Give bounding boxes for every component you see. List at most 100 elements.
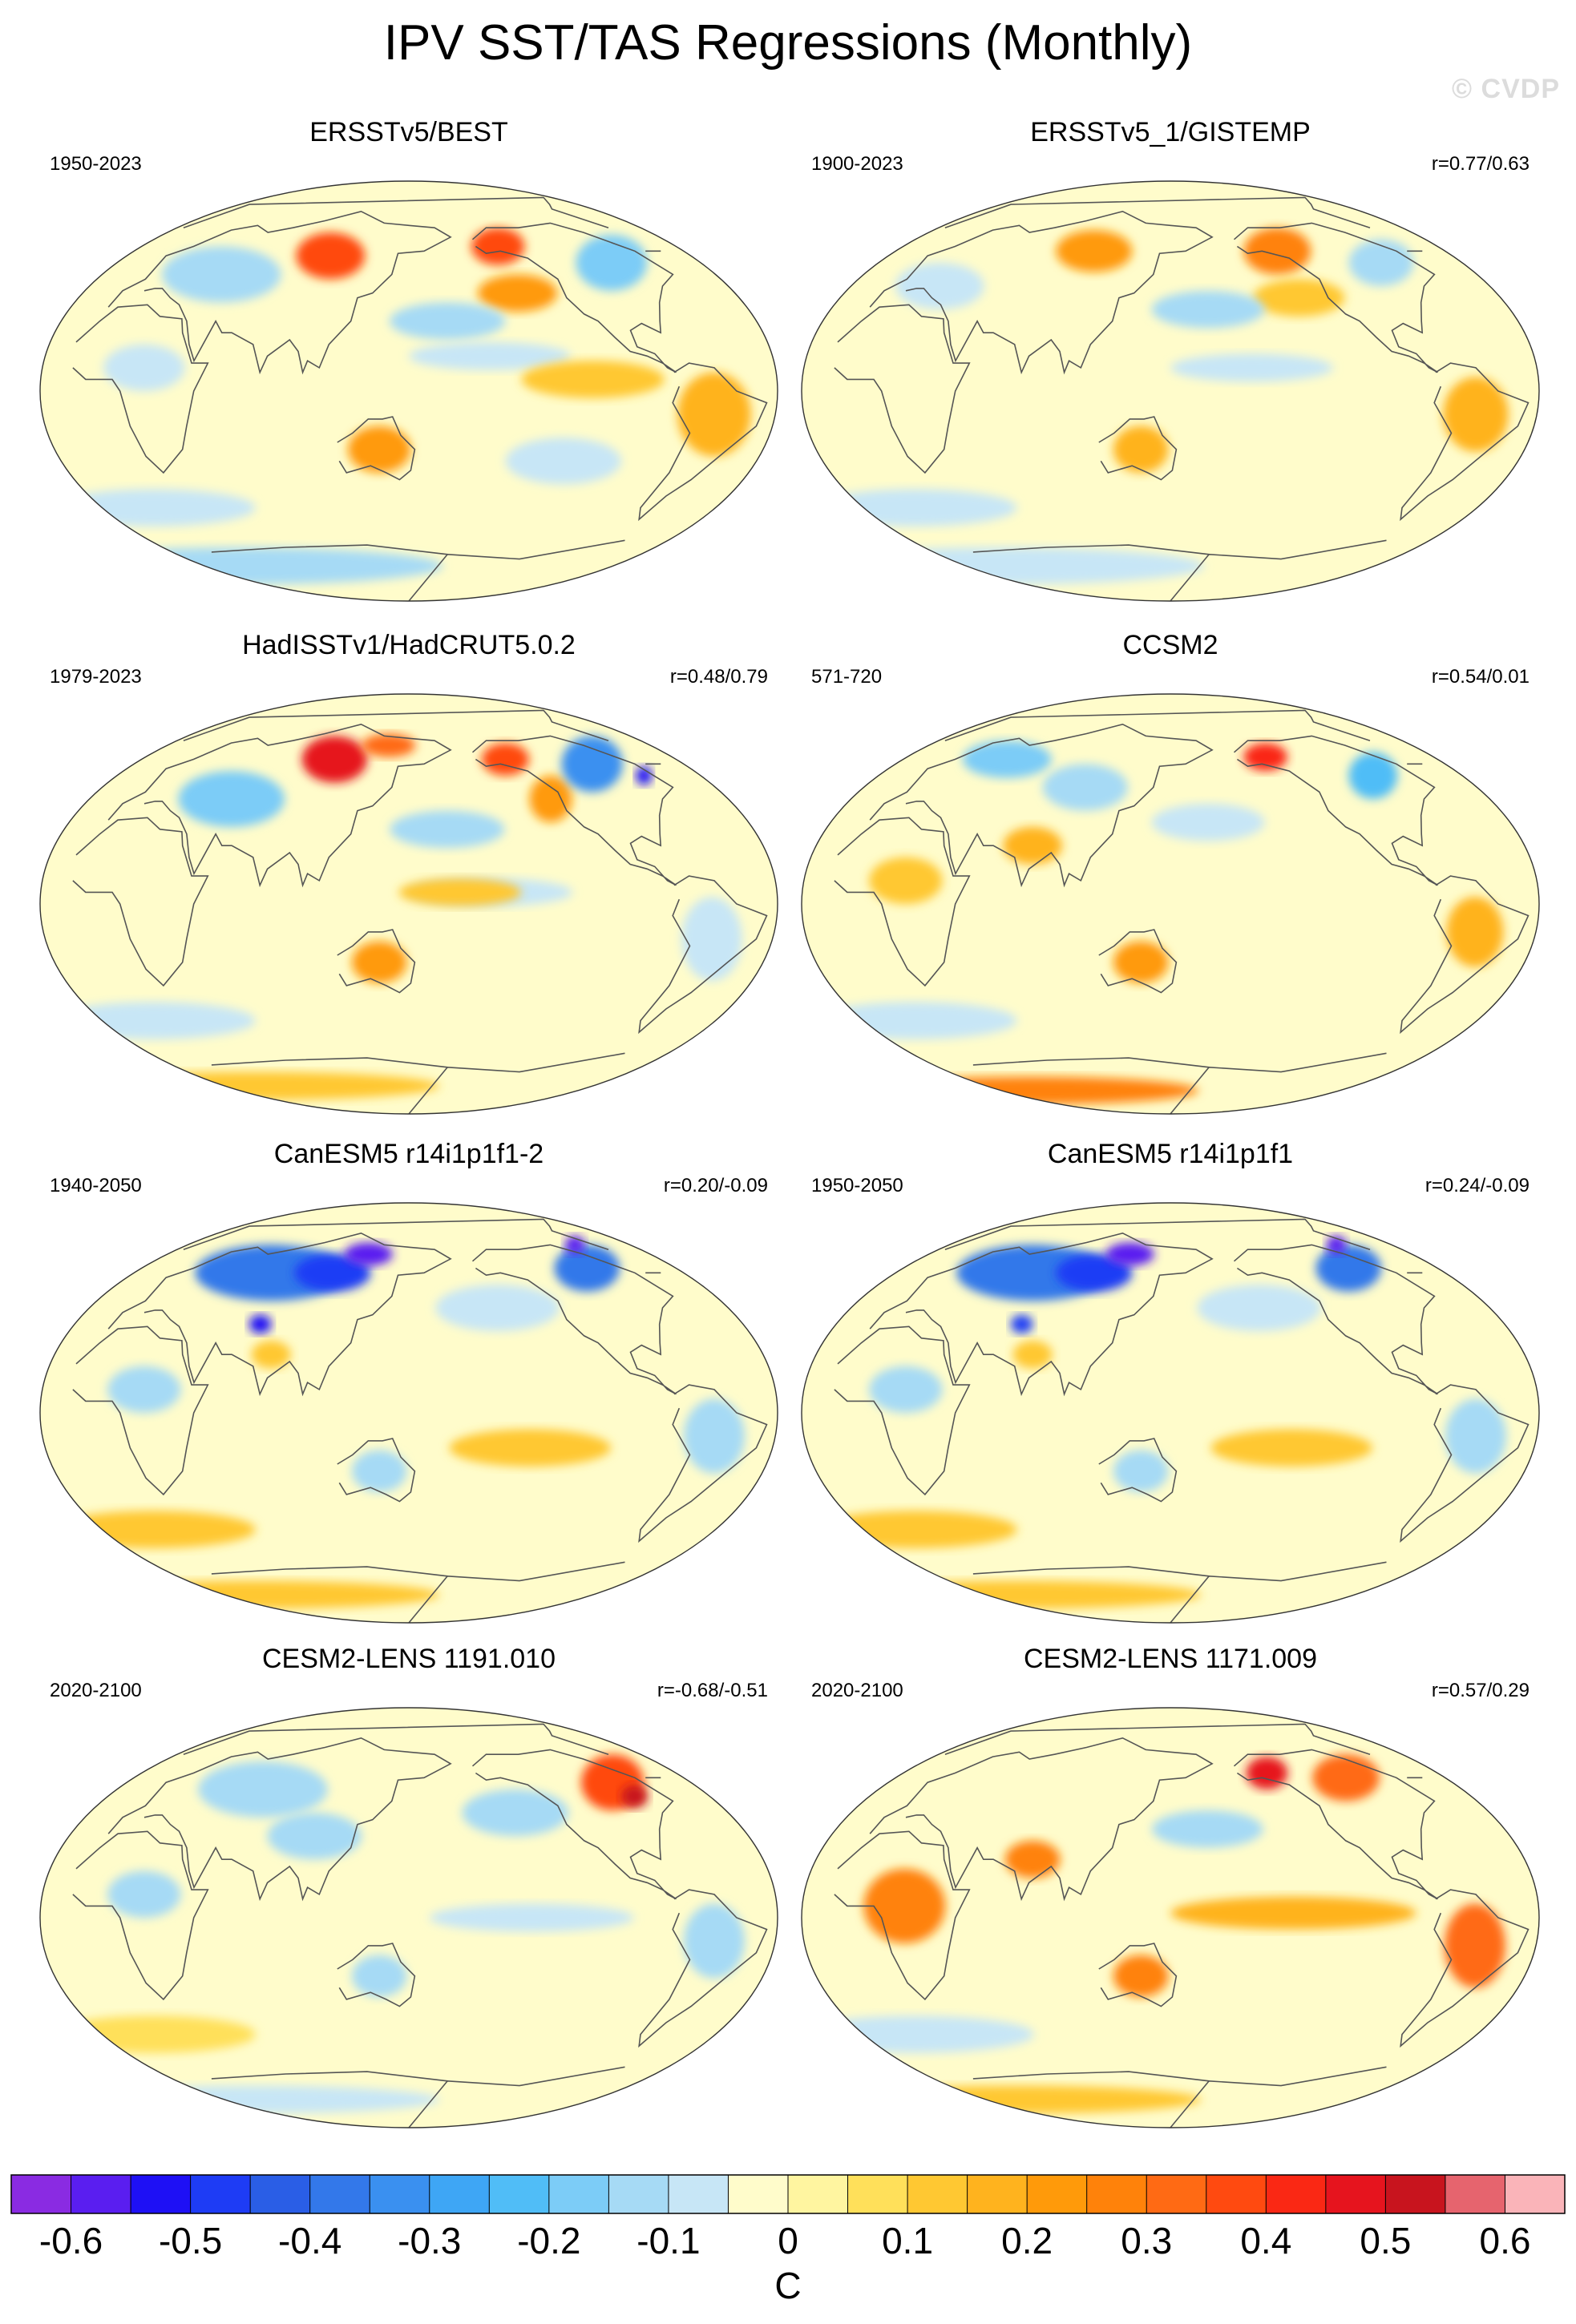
anomaly-blob — [477, 274, 558, 313]
anomaly-field — [802, 1723, 1530, 2128]
map-panel: CCSM2 571-720 r=0.54/0.01 — [794, 629, 1547, 1118]
anomaly-blob — [51, 489, 256, 527]
anomaly-blob — [1113, 941, 1169, 983]
anomaly-blob — [296, 232, 366, 280]
anomaly-blob — [1042, 764, 1128, 811]
colorbar-swatch — [71, 2175, 131, 2213]
coastline-africa — [834, 304, 971, 474]
colorbar-swatch — [907, 2175, 968, 2213]
colorbar-swatch — [1146, 2175, 1207, 2213]
coastline-greenland — [183, 1218, 661, 1274]
anomaly-blob — [1113, 426, 1169, 473]
colorbar-tick-label: -0.6 — [39, 2220, 103, 2261]
anomaly-blob — [344, 1242, 393, 1266]
anomaly-blob — [178, 771, 285, 827]
anomaly-blob — [1113, 1450, 1169, 1492]
anomaly-blob — [1312, 1754, 1380, 1802]
map — [39, 693, 778, 1115]
colorbar-swatch — [489, 2175, 550, 2213]
anomaly-blob — [71, 1580, 440, 1609]
coastline-africa — [834, 1325, 971, 1496]
coastline-eurasia — [869, 210, 1214, 375]
coastline-antarctica — [211, 1561, 625, 1623]
coastline-south-america — [1400, 875, 1530, 1035]
map-panel: CESM2-LENS 1191.010 2020-2100 r=-0.68/-0.5… — [32, 1643, 786, 2132]
colorbar-tick-label: 0 — [778, 2220, 798, 2261]
panel-period: 2020-2100 — [811, 1680, 903, 1701]
map-border — [39, 1707, 778, 2128]
coastline-eurasia — [107, 210, 452, 375]
coastline-eurasia — [869, 723, 1214, 888]
colorbar-tick-label: 0.4 — [1240, 2220, 1291, 2261]
colorbar-swatch — [1445, 2175, 1505, 2213]
colorbar-swatch — [1505, 2175, 1566, 2213]
colorbar: -0.6 -0.5 -0.4 -0.3 -0.2 -0.1 0 0.1 0.2 0.3 0.4 0.5… — [10, 2174, 1566, 2306]
coastline-south-america — [638, 1384, 768, 1543]
anomaly-blob — [636, 766, 653, 785]
anomaly-blob — [1243, 228, 1311, 275]
colorbar-swatch — [1266, 2175, 1327, 2213]
panel-correlation: r=0.54/0.01 — [1431, 666, 1530, 688]
anomaly-blob — [620, 1785, 649, 1809]
coastline-africa — [72, 1830, 209, 2001]
map-background — [802, 1203, 1539, 1623]
coastline-africa — [72, 817, 209, 987]
colorbar-swatch — [1325, 2175, 1386, 2213]
anomaly-blob — [249, 1314, 272, 1334]
coastline-eurasia — [869, 1232, 1214, 1397]
anomaly-blob — [40, 547, 443, 585]
map-border — [801, 1707, 1540, 2128]
coastline-antarctica — [211, 1052, 625, 1114]
anomaly-blob — [51, 2015, 256, 2053]
panel-title: CanESM5 r14i1p1f1 — [1047, 1139, 1294, 1169]
map — [39, 1202, 778, 1624]
map-panel: CanESM5 r14i1p1f1 1950-2050 r=0.24/-0.09 — [794, 1138, 1547, 1627]
coastline-australia — [1098, 1438, 1178, 1503]
coastline-africa — [834, 1830, 971, 2001]
anomaly-blob — [962, 740, 1052, 778]
coastline-eurasia — [869, 1737, 1214, 1902]
anomaly-blob — [1243, 743, 1288, 772]
anomaly-blob — [1253, 279, 1345, 317]
map-panel: HadISSTv1/HadCRUT5.0.2 1979-2023 r=0.48/0.… — [32, 629, 786, 1118]
colorbar-swatch — [250, 2175, 311, 2213]
coastline-south-america — [1400, 1889, 1530, 2048]
coastline-australia — [337, 1438, 416, 1503]
main-title: IPV SST/TAS Regressions (Monthly) — [383, 15, 1193, 71]
colorbar-tick-label: -0.1 — [636, 2220, 700, 2261]
anomaly-blob — [462, 1789, 569, 1837]
map — [801, 693, 1540, 1115]
coastline-australia — [1098, 416, 1178, 481]
anomaly-blob — [435, 1284, 560, 1332]
map-background — [40, 1708, 778, 2128]
colorbar-swatch — [370, 2175, 430, 2213]
anomaly-blob — [1113, 1955, 1169, 1997]
map — [801, 1707, 1540, 2128]
coastline-north-america — [471, 735, 677, 886]
panel-period: 1950-2050 — [811, 1175, 903, 1196]
coastline-north-america — [1233, 1749, 1438, 1900]
coastline-australia — [337, 929, 416, 994]
anomaly-blob — [869, 1366, 943, 1413]
colorbar-tick-label: 0.3 — [1121, 2220, 1172, 2261]
colorbar-swatch — [728, 2175, 789, 2213]
coastline-north-america — [471, 1244, 677, 1395]
anomaly-blob — [1170, 353, 1334, 382]
map-border — [39, 1202, 778, 1624]
anomaly-blob — [1170, 1896, 1416, 1930]
anomaly-blob — [71, 2085, 440, 2114]
anomaly-blob — [1246, 1757, 1288, 1789]
map-border — [801, 1202, 1540, 1624]
anomaly-blob — [362, 733, 416, 757]
coastline-north-america — [1233, 735, 1438, 886]
anomaly-blob — [398, 878, 522, 906]
anomaly-blob — [351, 1450, 407, 1492]
anomaly-blob — [812, 1002, 1017, 1039]
coastline-antarctica — [972, 1561, 1387, 1623]
anomaly-blob — [529, 775, 572, 823]
colorbar-swatch — [1086, 2175, 1147, 2213]
map-panel: CanESM5 r14i1p1f1-2 1940-2050 r=0.20/-0.09 — [32, 1138, 786, 1627]
anomaly-blob — [833, 2085, 1202, 2114]
colorbar-swatch — [1206, 2175, 1267, 2213]
